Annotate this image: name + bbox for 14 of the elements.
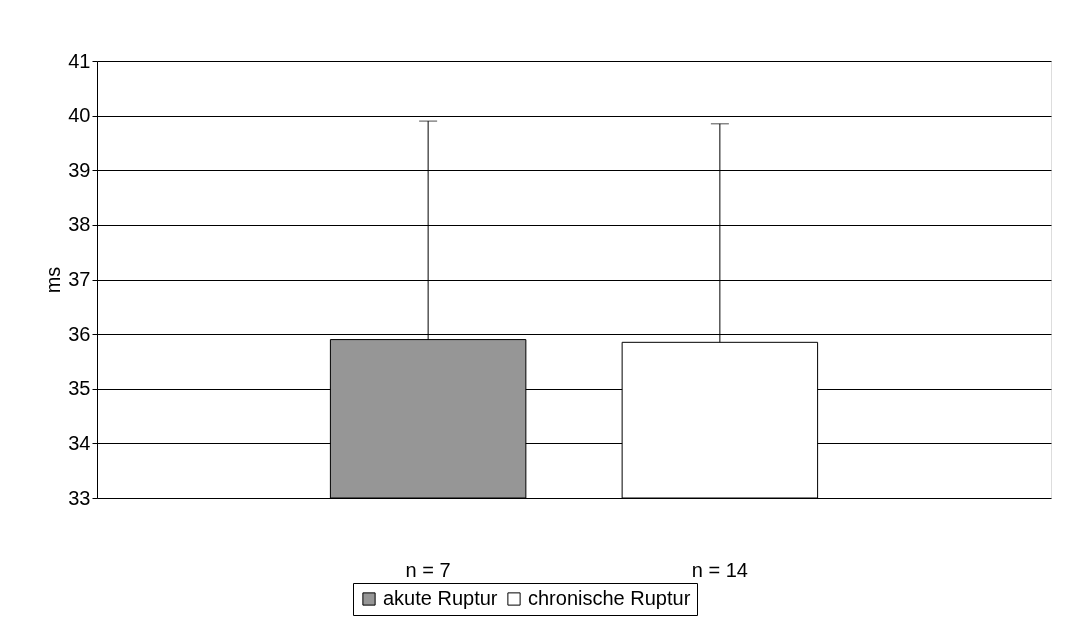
y-tick-label: 35 [68,377,91,400]
y-tick-label: 41 [68,49,91,72]
y-tick-label: 39 [68,158,91,181]
y-tick-label: 38 [68,213,91,236]
legend-label: chronische Ruptur [528,587,691,609]
y-tick-label: 40 [68,104,91,127]
y-tick-label: 36 [68,322,91,345]
x-tick-label: n = 14 [691,558,748,581]
y-tick-label: 37 [68,268,91,290]
x-tick-label: n = 7 [405,558,451,581]
y-tick-label: 34 [68,431,91,454]
y-axis-title: ms [42,266,65,294]
y-tick-label: 33 [68,486,91,509]
legend-label: akute Ruptur [383,587,498,609]
